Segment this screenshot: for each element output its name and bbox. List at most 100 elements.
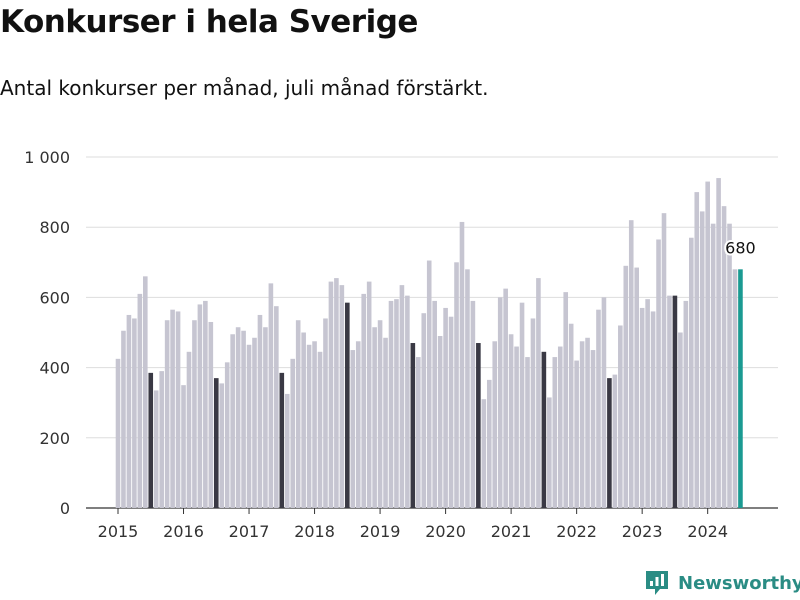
bar <box>454 262 459 508</box>
bar-july <box>345 302 350 508</box>
bar <box>514 346 519 508</box>
brand-logo: Newsworthy <box>644 569 800 597</box>
bar <box>366 281 372 508</box>
bar-july <box>410 343 416 508</box>
bar <box>383 337 388 508</box>
bar <box>694 192 700 508</box>
bar <box>295 320 301 508</box>
bar <box>284 393 290 508</box>
bar <box>557 346 563 508</box>
bar <box>437 336 443 508</box>
y-tick-label: 1 000 <box>24 148 70 167</box>
bar <box>519 302 525 508</box>
bar-july <box>213 378 219 508</box>
bar-july <box>607 378 612 508</box>
bar <box>186 351 192 508</box>
x-tick-label: 2018 <box>294 522 335 541</box>
x-tick-label: 2015 <box>98 522 139 541</box>
bar <box>721 206 727 508</box>
bar <box>667 295 672 508</box>
bar <box>530 318 536 508</box>
bar <box>323 318 328 508</box>
bar <box>197 304 203 508</box>
bar <box>650 311 656 508</box>
y-tick-label: 0 <box>60 499 70 518</box>
y-tick-label: 600 <box>39 288 70 307</box>
bar <box>361 293 366 508</box>
bar <box>421 313 427 508</box>
newsworthy-logo-icon <box>646 571 668 595</box>
bar <box>716 178 721 508</box>
bar <box>574 360 579 508</box>
bar <box>705 181 710 508</box>
bar <box>432 300 437 508</box>
chart-title: Konkurser i hela Sverige <box>0 4 418 40</box>
bar <box>268 283 274 508</box>
bar <box>388 300 394 508</box>
bar <box>596 309 601 508</box>
bar <box>601 297 607 508</box>
bar <box>153 390 159 508</box>
bar <box>481 399 487 508</box>
bar-latest <box>738 269 743 508</box>
bar <box>678 332 683 508</box>
bar <box>547 397 552 508</box>
bar <box>699 211 705 508</box>
bar <box>257 314 263 508</box>
bar <box>219 383 225 508</box>
bar <box>525 357 530 508</box>
bar <box>645 299 650 508</box>
bar <box>230 334 235 508</box>
x-tick-label: 2016 <box>163 522 204 541</box>
x-tick-label: 2017 <box>229 522 270 541</box>
bar <box>334 278 339 508</box>
bar <box>503 288 508 508</box>
bar <box>585 337 590 508</box>
bar <box>328 281 334 508</box>
bar <box>656 239 661 509</box>
bar <box>355 341 361 508</box>
bar <box>618 325 623 508</box>
bar <box>235 327 241 508</box>
bar <box>126 314 132 508</box>
bar-july <box>476 343 481 508</box>
bar <box>132 318 137 508</box>
bar <box>689 237 694 509</box>
value-label: 680 <box>725 238 756 257</box>
bar <box>115 358 121 508</box>
bar <box>552 357 558 508</box>
bar <box>377 320 383 508</box>
bar <box>416 357 421 508</box>
bar <box>459 221 465 508</box>
bar <box>590 350 596 508</box>
bar <box>241 330 246 508</box>
bar <box>727 223 732 508</box>
x-tick-label: 2021 <box>491 522 532 541</box>
bar <box>121 330 126 508</box>
bar <box>579 341 585 508</box>
bar <box>372 327 377 508</box>
bar <box>470 300 476 508</box>
bar <box>137 293 143 508</box>
x-tick-label: 2022 <box>556 522 597 541</box>
bar <box>301 332 306 508</box>
bar <box>405 295 410 508</box>
bar <box>290 358 296 508</box>
bar <box>312 341 317 508</box>
x-tick-label: 2019 <box>360 522 401 541</box>
y-tick-label: 800 <box>39 218 70 237</box>
bar <box>448 316 454 508</box>
bar <box>465 269 470 508</box>
bar-july <box>148 372 154 508</box>
bar <box>492 341 498 508</box>
bar <box>426 260 432 508</box>
bar <box>710 223 716 508</box>
bar-july <box>672 295 678 508</box>
bar <box>634 267 639 508</box>
bar <box>536 278 541 508</box>
bar <box>563 292 569 508</box>
bar <box>263 327 268 508</box>
bar <box>203 300 208 508</box>
bar <box>252 337 257 508</box>
